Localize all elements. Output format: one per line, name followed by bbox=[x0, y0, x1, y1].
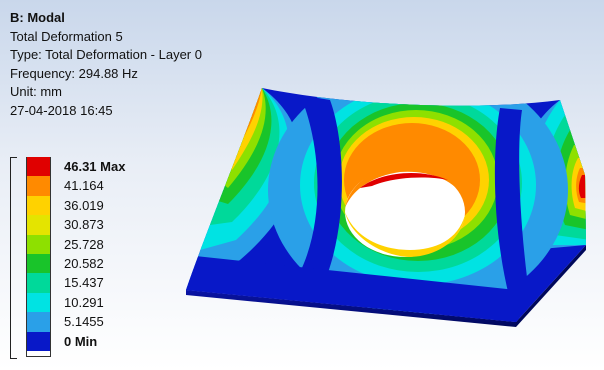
legend-label[interactable]: 30.873 bbox=[64, 217, 104, 233]
result-info-block: B: Modal Total Deformation 5 Type: Total… bbox=[10, 9, 202, 120]
legend-label[interactable]: 46.31 Max bbox=[64, 159, 126, 174]
legend-label[interactable]: 36.019 bbox=[64, 197, 104, 213]
legend-label[interactable]: 41.164 bbox=[64, 178, 104, 194]
hole-rim-inner bbox=[360, 173, 448, 188]
plate-edge-right bbox=[516, 245, 586, 327]
legend-swatch bbox=[26, 292, 51, 313]
result-type: Type: Total Deformation - Layer 0 bbox=[10, 47, 202, 62]
plate-edge bbox=[186, 290, 516, 327]
hole-rim bbox=[345, 164, 465, 208]
legend-label[interactable]: 10.291 bbox=[64, 294, 104, 310]
legend-swatch bbox=[26, 331, 51, 351]
legend-swatch bbox=[26, 215, 51, 235]
legend-bracket bbox=[10, 157, 17, 359]
legend-label[interactable]: 25.728 bbox=[64, 236, 104, 252]
timestamp: 27-04-2018 16:45 bbox=[10, 102, 113, 118]
legend-swatch bbox=[26, 195, 51, 216]
unit-readout: Unit: mm bbox=[10, 84, 62, 99]
legend-label[interactable]: 0 Min bbox=[64, 333, 98, 349]
frequency-readout: Frequency: 294.88 Hz bbox=[10, 65, 138, 81]
hole-inner-wall bbox=[345, 212, 465, 257]
result-name: Total Deformation 5 bbox=[10, 28, 123, 44]
legend-swatch bbox=[26, 273, 51, 293]
legend-swatch bbox=[26, 176, 51, 196]
plate-hole bbox=[345, 167, 465, 257]
legend-swatch-bottom bbox=[26, 351, 51, 357]
legend-label[interactable]: 15.437 bbox=[64, 275, 104, 291]
legend-swatch bbox=[26, 234, 51, 254]
legend-label[interactable]: 20.582 bbox=[64, 256, 104, 271]
color-legend[interactable]: 46.31 Max 41.164 36.019 30.873 25.728 20.582 1… bbox=[10, 148, 170, 370]
analysis-title: B: Modal bbox=[10, 10, 65, 25]
legend-swatch bbox=[26, 254, 51, 274]
legend-swatch bbox=[26, 157, 51, 177]
legend-swatch bbox=[26, 312, 51, 332]
legend-label[interactable]: 5.1455 bbox=[64, 314, 104, 330]
